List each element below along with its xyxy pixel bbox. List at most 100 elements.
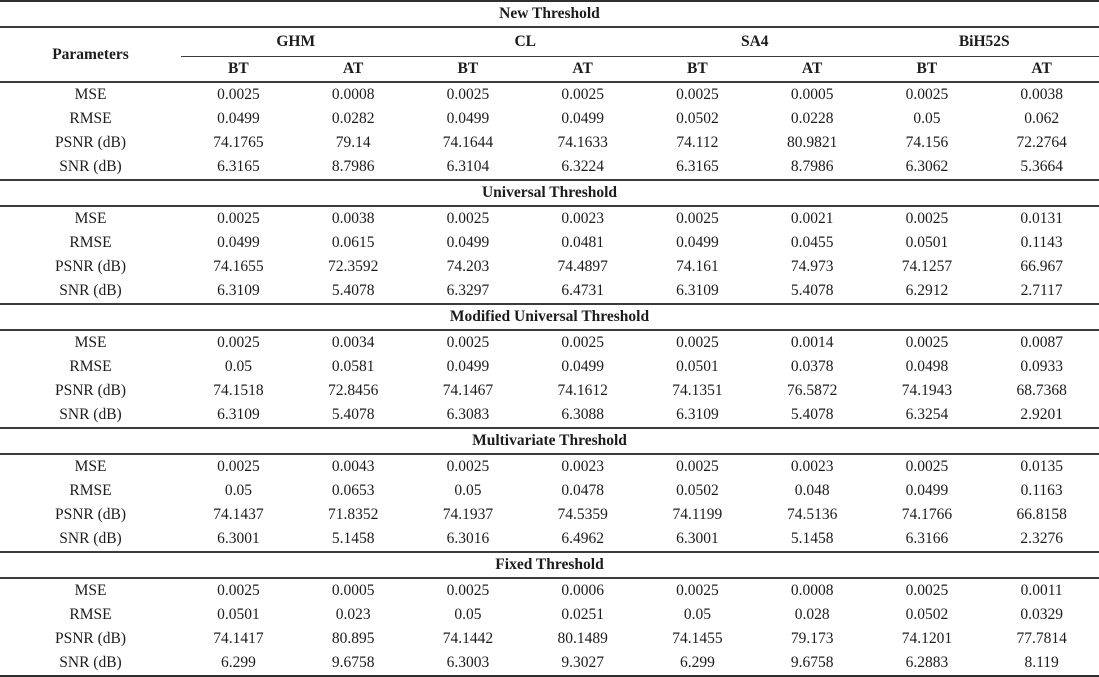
data-cell: 0.0087 (984, 330, 1099, 355)
data-cell: 0.0499 (870, 479, 985, 503)
data-cell: 72.3592 (296, 255, 411, 279)
data-cell: 0.0025 (181, 330, 296, 355)
section-title-row: New Threshold (0, 1, 1099, 27)
data-cell: 0.0043 (296, 454, 411, 479)
data-cell: 0.0933 (984, 355, 1099, 379)
data-cell: 0.0025 (525, 330, 640, 355)
data-cell: 0.0025 (411, 206, 526, 231)
data-cell: 74.1351 (640, 379, 755, 403)
data-cell: 5.4078 (296, 279, 411, 304)
data-cell: 0.0498 (870, 355, 985, 379)
data-cell: 6.3166 (870, 527, 985, 552)
row-label: PSNR (dB) (0, 503, 181, 527)
section-title: Multivariate Threshold (0, 428, 1099, 454)
data-cell: 74.1417 (181, 627, 296, 651)
data-cell: 0.0499 (411, 107, 526, 131)
data-cell: 0.05 (870, 107, 985, 131)
data-cell: 6.299 (640, 651, 755, 676)
data-cell: 68.7368 (984, 379, 1099, 403)
data-cell: 6.3003 (411, 651, 526, 676)
data-cell: 0.0501 (181, 603, 296, 627)
data-cell: 74.1442 (411, 627, 526, 651)
data-cell: 6.2883 (870, 651, 985, 676)
row-label: PSNR (dB) (0, 627, 181, 651)
data-cell: 0.0615 (296, 231, 411, 255)
data-cell: 0.0011 (984, 578, 1099, 603)
data-cell: 0.1143 (984, 231, 1099, 255)
data-cell: 72.8456 (296, 379, 411, 403)
data-cell: 0.05 (181, 355, 296, 379)
data-cell: 0.0499 (411, 355, 526, 379)
data-cell: 5.1458 (296, 527, 411, 552)
section-title-row: Multivariate Threshold (0, 428, 1099, 454)
data-cell: 0.05 (411, 603, 526, 627)
subcolumn-header-bt: BT (640, 57, 755, 83)
data-cell: 0.05 (411, 479, 526, 503)
data-cell: 6.3165 (640, 155, 755, 180)
data-cell: 0.0025 (181, 82, 296, 107)
section-title-row: Modified Universal Threshold (0, 304, 1099, 330)
data-cell: 74.1655 (181, 255, 296, 279)
data-cell: 74.1644 (411, 131, 526, 155)
data-cell: 5.4078 (755, 279, 870, 304)
data-cell: 0.0025 (640, 82, 755, 107)
data-cell: 0.0501 (640, 355, 755, 379)
data-cell: 6.2912 (870, 279, 985, 304)
data-cell: 74.973 (755, 255, 870, 279)
data-cell: 0.0499 (525, 107, 640, 131)
subcolumn-header-bt: BT (870, 57, 985, 83)
row-label: SNR (dB) (0, 279, 181, 304)
data-cell: 0.0025 (411, 454, 526, 479)
data-cell: 0.0135 (984, 454, 1099, 479)
data-cell: 9.6758 (755, 651, 870, 676)
row-label: RMSE (0, 355, 181, 379)
row-label: MSE (0, 206, 181, 231)
data-cell: 2.7117 (984, 279, 1099, 304)
data-cell: 74.1766 (870, 503, 985, 527)
row-label: SNR (dB) (0, 155, 181, 180)
row-label: MSE (0, 578, 181, 603)
subcolumn-header-at: AT (755, 57, 870, 83)
data-cell: 74.203 (411, 255, 526, 279)
data-cell: 0.0455 (755, 231, 870, 255)
data-cell: 79.173 (755, 627, 870, 651)
data-cell: 6.3109 (181, 279, 296, 304)
data-cell: 0.0021 (755, 206, 870, 231)
data-cell: 0.0025 (181, 206, 296, 231)
data-cell: 6.3109 (640, 403, 755, 428)
data-cell: 0.028 (755, 603, 870, 627)
data-cell: 0.0014 (755, 330, 870, 355)
data-cell: 2.3276 (984, 527, 1099, 552)
data-cell: 8.7986 (296, 155, 411, 180)
data-cell: 80.1489 (525, 627, 640, 651)
data-cell: 74.5359 (525, 503, 640, 527)
data-cell: 6.4731 (525, 279, 640, 304)
section-title-row: Fixed Threshold (0, 552, 1099, 578)
data-cell: 71.8352 (296, 503, 411, 527)
data-cell: 0.0025 (181, 454, 296, 479)
data-cell: 0.0006 (525, 578, 640, 603)
data-cell: 0.0025 (640, 330, 755, 355)
row-label: RMSE (0, 107, 181, 131)
data-cell: 9.3027 (525, 651, 640, 676)
data-cell: 0.0025 (870, 82, 985, 107)
data-cell: 74.1765 (181, 131, 296, 155)
data-cell: 74.1518 (181, 379, 296, 403)
data-cell: 6.3254 (870, 403, 985, 428)
data-cell: 0.0131 (984, 206, 1099, 231)
data-cell: 0.0025 (640, 578, 755, 603)
data-cell: 79.14 (296, 131, 411, 155)
row-label: PSNR (dB) (0, 255, 181, 279)
data-cell: 80.9821 (755, 131, 870, 155)
data-cell: 0.05 (181, 479, 296, 503)
